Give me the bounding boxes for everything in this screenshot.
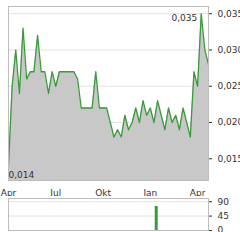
svg-text:0,035: 0,035 <box>171 13 197 23</box>
svg-text:0,020: 0,020 <box>218 117 240 127</box>
svg-text:0,014: 0,014 <box>9 170 35 180</box>
svg-text:0,025: 0,025 <box>218 81 240 91</box>
svg-text:90: 90 <box>218 197 230 207</box>
svg-text:Apr: Apr <box>190 188 206 196</box>
svg-text:0: 0 <box>218 225 224 232</box>
svg-text:Jul: Jul <box>49 188 61 196</box>
svg-text:45: 45 <box>218 211 229 221</box>
svg-text:Jan: Jan <box>142 188 157 196</box>
svg-text:0,035: 0,035 <box>218 9 240 19</box>
svg-text:0,015: 0,015 <box>218 154 240 164</box>
svg-text:Apr: Apr <box>1 188 17 196</box>
svg-text:Okt: Okt <box>95 188 111 196</box>
svg-text:0,030: 0,030 <box>218 45 240 55</box>
